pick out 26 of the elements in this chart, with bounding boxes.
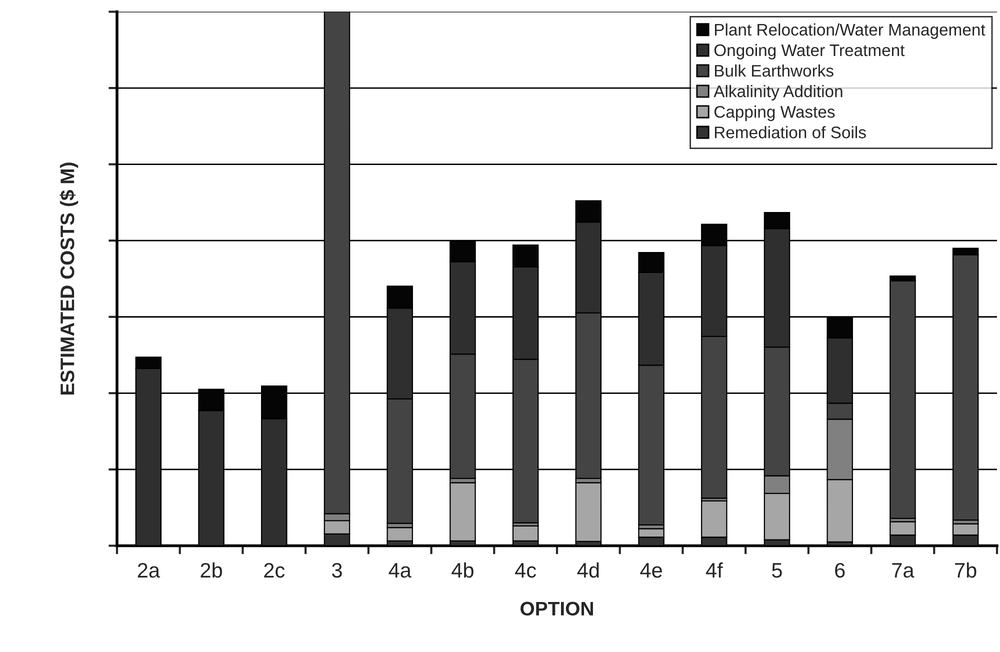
x-tick-label: 2c [264, 562, 285, 578]
x-tick-label: 2b [200, 562, 222, 578]
x-tick-label: 4f [706, 562, 723, 578]
legend-label: Plant Relocation/Water Management [714, 23, 986, 39]
x-axis-title: OPTION [520, 602, 593, 616]
x-tick-label: 3 [332, 562, 342, 578]
bar [512, 525, 539, 542]
legend-label: Capping Wastes [714, 106, 835, 122]
x-tick-label: 4c [515, 563, 536, 578]
x-tick-label: 4a [388, 563, 412, 578]
legend-label: Remediation of Soils [714, 126, 866, 138]
bar [386, 527, 413, 542]
x-tick-label: 7b [955, 562, 976, 578]
y-axis-title: ESTIMATED COSTS ($ M) [60, 162, 78, 394]
x-tick-label: 7a [892, 563, 914, 578]
legend-label: Alkalinity Addition [714, 85, 842, 101]
bar [450, 482, 476, 542]
legend-label: Ongoing Water Treatment [714, 44, 905, 60]
x-tick-label: 4e [640, 563, 662, 578]
x-tick-label: 4b [452, 562, 474, 578]
bar [575, 482, 602, 542]
x-tick-label: 5 [772, 563, 782, 578]
x-tick-label: 2a [138, 562, 160, 578]
x-tick-label: 6 [835, 562, 845, 578]
x-tick-label: 4d [577, 562, 599, 578]
legend-label: Bulk Earthworks [714, 64, 834, 77]
